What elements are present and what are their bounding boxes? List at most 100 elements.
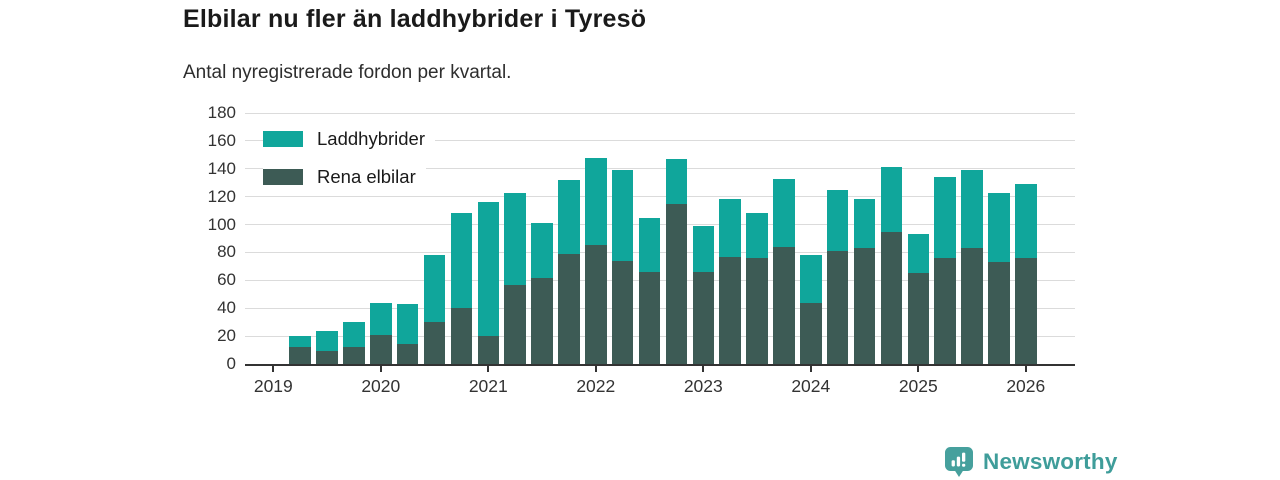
x-axis-tick-2019 bbox=[272, 366, 275, 372]
x-axis-tick-2025 bbox=[917, 366, 920, 372]
bar-group-2024-q2 bbox=[826, 189, 849, 364]
bar-segment-rena-elbilar bbox=[719, 256, 741, 364]
bar-segment-laddhybrider bbox=[880, 167, 903, 232]
newsworthy-wordmark: Newsworthy bbox=[983, 449, 1118, 474]
newsworthy-badge-icon bbox=[945, 447, 973, 477]
bar-segment-rena-elbilar bbox=[504, 284, 526, 364]
legend-label-rena-elbilar: Rena elbilar bbox=[317, 166, 416, 187]
bar-segment-rena-elbilar bbox=[773, 246, 795, 364]
bar-segment-laddhybrider bbox=[423, 255, 446, 323]
bar-segment-rena-elbilar bbox=[477, 336, 500, 364]
bar-segment-laddhybrider bbox=[934, 177, 956, 259]
x-axis-tick-2024 bbox=[809, 366, 812, 372]
bar-segment-rena-elbilar bbox=[880, 231, 903, 364]
bar-group-2023-q3 bbox=[746, 213, 768, 364]
bar-group-2019-q3 bbox=[316, 330, 338, 364]
legend-label-laddhybrider: Laddhybrider bbox=[317, 128, 425, 149]
bar-group-2020-q2 bbox=[396, 304, 419, 364]
bar-group-2021-q3 bbox=[531, 223, 553, 364]
bar-group-2023-q4 bbox=[773, 178, 795, 364]
bar-group-2025-q4 bbox=[988, 192, 1010, 364]
legend-item-laddhybrider: Laddhybrider bbox=[263, 125, 435, 152]
y-axis-tick-label-180: 180 bbox=[207, 103, 236, 122]
bar-segment-rena-elbilar bbox=[396, 344, 419, 364]
bar-group-2023-q1 bbox=[692, 225, 715, 364]
bar-segment-rena-elbilar bbox=[558, 253, 580, 364]
bar-group-2021-q1 bbox=[477, 202, 500, 364]
newsworthy-logo[interactable]: Newsworthy bbox=[944, 446, 1118, 478]
bar-segment-laddhybrider bbox=[853, 199, 876, 249]
bar-group-2026-q1 bbox=[1015, 184, 1037, 364]
bar-segment-laddhybrider bbox=[907, 234, 930, 274]
bar-group-2021-q4 bbox=[558, 179, 580, 364]
x-axis-tick-2020 bbox=[379, 366, 382, 372]
x-axis-tick-label-2024: 2024 bbox=[791, 376, 831, 396]
x-axis-tick-label-2020: 2020 bbox=[361, 376, 401, 396]
y-axis-tick-label-160: 160 bbox=[207, 130, 236, 150]
bar-segment-laddhybrider bbox=[450, 213, 473, 309]
bar-segment-laddhybrider bbox=[504, 192, 526, 285]
x-axis-tick-2022 bbox=[594, 366, 597, 372]
bar-segment-rena-elbilar bbox=[585, 245, 607, 364]
bar-segment-rena-elbilar bbox=[450, 308, 473, 364]
bar-segment-laddhybrider bbox=[585, 157, 607, 246]
bar-group-2019-q2 bbox=[289, 336, 311, 364]
legend-swatch-laddhybrider bbox=[263, 130, 303, 147]
bar-group-2024-q4 bbox=[880, 167, 903, 364]
bar-segment-rena-elbilar bbox=[1015, 258, 1037, 364]
y-axis-tick-label-80: 80 bbox=[217, 242, 236, 262]
bar-segment-laddhybrider bbox=[396, 304, 419, 345]
bar-group-2025-q3 bbox=[961, 170, 983, 364]
bar-segment-laddhybrider bbox=[316, 330, 338, 352]
bar-group-2023-q2 bbox=[719, 199, 741, 364]
bar-group-2020-q4 bbox=[450, 213, 473, 364]
bar-group-2021-q2 bbox=[504, 192, 526, 364]
x-axis-tick-2021 bbox=[487, 366, 490, 372]
bar-segment-rena-elbilar bbox=[316, 351, 338, 364]
bar-segment-laddhybrider bbox=[746, 213, 768, 259]
bar-group-2019-q4 bbox=[343, 322, 365, 364]
bar-segment-rena-elbilar bbox=[638, 271, 661, 364]
y-axis-tick-label-0: 0 bbox=[226, 354, 236, 373]
bar-segment-rena-elbilar bbox=[800, 302, 822, 364]
bar-segment-rena-elbilar bbox=[934, 258, 956, 364]
bar-group-2025-q1 bbox=[907, 234, 930, 364]
bar-segment-laddhybrider bbox=[988, 192, 1010, 263]
x-axis-tick-label-2021: 2021 bbox=[468, 376, 508, 396]
bar-segment-laddhybrider bbox=[800, 255, 822, 303]
bar-segment-laddhybrider bbox=[719, 199, 741, 257]
bar-group-2024-q1 bbox=[800, 255, 822, 364]
y-axis-tick-label-40: 40 bbox=[217, 298, 236, 318]
bar-group-2020-q3 bbox=[423, 255, 446, 364]
bar-segment-rena-elbilar bbox=[746, 258, 768, 364]
bar-segment-laddhybrider bbox=[370, 302, 392, 335]
gridline-160 bbox=[245, 140, 1075, 142]
bar-segment-laddhybrider bbox=[826, 189, 849, 252]
page-subtitle: Antal nyregistrerade fordon per kvartal. bbox=[183, 62, 512, 83]
bar-segment-rena-elbilar bbox=[423, 322, 446, 364]
gridline-140 bbox=[245, 168, 1075, 170]
y-axis-tick-label-60: 60 bbox=[217, 270, 236, 290]
bar-segment-rena-elbilar bbox=[665, 203, 688, 364]
y-axis-tick-label-140: 140 bbox=[207, 158, 236, 178]
x-axis-tick-2026 bbox=[1024, 366, 1027, 372]
legend-swatch-rena-elbilar bbox=[263, 168, 303, 185]
bar-segment-laddhybrider bbox=[343, 322, 365, 348]
bar-segment-rena-elbilar bbox=[370, 334, 392, 364]
bar-segment-laddhybrider bbox=[289, 336, 311, 348]
bar-group-2022-q2 bbox=[611, 170, 634, 364]
bar-segment-laddhybrider bbox=[477, 202, 500, 337]
bar-group-2025-q2 bbox=[934, 177, 956, 364]
page-title: Elbilar nu fler än laddhybrider i Tyresö bbox=[183, 5, 647, 33]
bar-segment-rena-elbilar bbox=[343, 347, 365, 364]
chart-plot-area: Laddhybrider Rena elbilar 2019 2020 2021 20… bbox=[245, 112, 1075, 396]
chart-legend: Laddhybrider Rena elbilar bbox=[263, 125, 435, 190]
x-axis-tick-2023 bbox=[702, 366, 705, 372]
bar-group-2022-q3 bbox=[638, 217, 661, 364]
x-axis-tick-label-2025: 2025 bbox=[898, 376, 938, 396]
x-axis-tick-label-2026: 2026 bbox=[1006, 376, 1046, 396]
legend-item-rena-elbilar: Rena elbilar bbox=[263, 163, 426, 190]
bar-segment-rena-elbilar bbox=[289, 347, 311, 364]
bar-group-2022-q1 bbox=[585, 157, 607, 364]
bar-segment-laddhybrider bbox=[558, 179, 580, 254]
